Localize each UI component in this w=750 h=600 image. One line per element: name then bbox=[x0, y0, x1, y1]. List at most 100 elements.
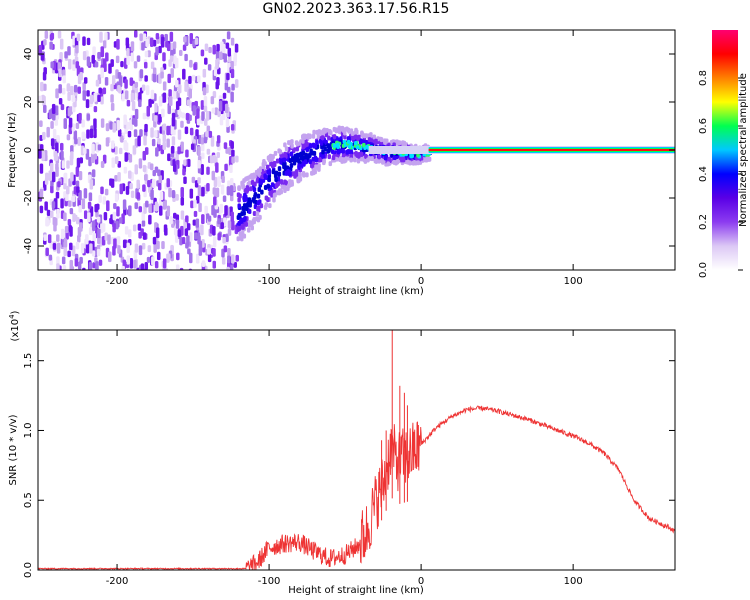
spectrogram-noise-cell bbox=[230, 60, 234, 71]
spectrogram-trace-cell bbox=[377, 154, 381, 160]
spectrogram-y-tick-label: -20 bbox=[23, 190, 34, 206]
spectrogram-noise-cell bbox=[231, 220, 235, 231]
spectrogram-noise-cell bbox=[127, 229, 132, 238]
spectrogram-trace-cell bbox=[367, 137, 372, 143]
spectrogram-noise-cell bbox=[104, 232, 108, 241]
spectrogram-noise-cell bbox=[171, 189, 176, 199]
spectrogram-noise-cell bbox=[110, 102, 115, 111]
spectrogram-noise-cell bbox=[69, 154, 74, 166]
snr-y-multiplier: (x104) bbox=[8, 310, 21, 341]
spectrogram-noise-cell bbox=[144, 123, 148, 133]
snr-series bbox=[38, 330, 675, 570]
spectrogram-noise-cell bbox=[94, 61, 99, 68]
spectrogram-noise-cell bbox=[130, 52, 135, 62]
spectrogram-noise-cell bbox=[91, 250, 96, 257]
spectrogram-noise-cell bbox=[212, 154, 217, 164]
spectrogram-noise-cell bbox=[60, 142, 64, 151]
spectrogram-trace-cell bbox=[411, 160, 416, 166]
spectrogram-noise-cell bbox=[154, 102, 158, 113]
colorbar-tick-label: 0.4 bbox=[698, 166, 709, 182]
spectrogram-noise-cell bbox=[50, 61, 54, 69]
spectrogram-noise-cell bbox=[195, 253, 200, 264]
spectrogram-noise-cell bbox=[227, 248, 231, 258]
spectrogram-noise-cell bbox=[51, 103, 56, 115]
spectrogram-noise-cell bbox=[151, 256, 155, 266]
spectrogram-trace-cell bbox=[362, 133, 367, 139]
spectrogram-trace-cell bbox=[302, 172, 306, 178]
spectrogram-noise-cell bbox=[140, 263, 145, 270]
spectrogram-noise-cell bbox=[205, 130, 209, 138]
spectrogram-noise-cell bbox=[91, 220, 96, 231]
spectrogram-trace-cell bbox=[241, 180, 245, 186]
spectrogram-noise-cell bbox=[183, 36, 187, 43]
spectrogram-noise-cell bbox=[198, 247, 203, 256]
spectrogram-noise-region bbox=[38, 30, 239, 270]
spectrogram-trace-cell bbox=[266, 183, 271, 189]
spectrogram-noise-cell bbox=[169, 55, 174, 62]
spectrogram-noise-cell bbox=[86, 129, 90, 139]
spectrogram-noise-cell bbox=[208, 46, 212, 54]
spectrogram-noise-cell bbox=[155, 227, 160, 239]
spectrogram-noise-cell bbox=[188, 88, 193, 99]
spectrogram-trace-cell bbox=[253, 192, 258, 198]
snr-y-tick-label: 1.5 bbox=[23, 353, 34, 369]
spectrogram-y-tick-label: 20 bbox=[23, 96, 34, 109]
spectrogram-trace-cell bbox=[297, 158, 301, 164]
spectrogram-noise-cell bbox=[166, 138, 170, 148]
spectrogram-noise-cell bbox=[87, 212, 91, 223]
spectrogram-trace-cell bbox=[259, 203, 264, 209]
spectrogram-noise-cell bbox=[171, 116, 176, 127]
spectrogram-trace-cell bbox=[309, 143, 313, 149]
spectrogram-trace-cell bbox=[258, 179, 263, 185]
spectrogram-trace-cell bbox=[401, 156, 405, 162]
spectrogram-noise-cell bbox=[202, 68, 207, 78]
spectrogram-trace-cell bbox=[251, 197, 256, 203]
spectrogram-noise-cell bbox=[190, 143, 195, 151]
spectrogram-trace-cell bbox=[237, 197, 241, 203]
spectrogram-noise-cell bbox=[77, 136, 81, 146]
snr-y-multiplier-base: (x10 bbox=[10, 319, 21, 342]
spectrogram-noise-cell bbox=[49, 41, 53, 50]
spectrogram-trace-cell bbox=[328, 161, 333, 167]
spectrogram-noise-cell bbox=[136, 179, 140, 189]
spectrogram-noise-cell bbox=[162, 258, 167, 269]
spectrogram-noise-cell bbox=[67, 107, 72, 117]
spectrogram-trace-cell bbox=[322, 158, 326, 164]
spectrogram-noise-cell bbox=[231, 156, 235, 164]
spectrogram-trace-cell bbox=[336, 149, 341, 155]
spectrogram-noise-cell bbox=[77, 261, 82, 270]
spectrogram-noise-cell bbox=[152, 39, 157, 47]
spectrogram-noise-cell bbox=[64, 51, 68, 59]
spectrogram-trace-cell bbox=[295, 146, 299, 152]
spectrogram-trace-cell bbox=[256, 205, 261, 211]
spectrogram-noise-cell bbox=[67, 91, 71, 101]
spectrogram-noise-cell bbox=[67, 58, 72, 70]
spectrogram-noise-cell bbox=[113, 203, 117, 210]
spectrogram-noise-cell bbox=[184, 126, 189, 135]
spectrogram-trace-cell bbox=[311, 133, 316, 139]
spectrogram-noise-cell bbox=[193, 210, 198, 218]
spectrogram-trace-cell bbox=[359, 151, 364, 157]
spectrogram-noise-cell bbox=[50, 210, 54, 218]
spectrogram-noise-cell bbox=[182, 168, 186, 176]
spectrogram-noise-cell bbox=[193, 63, 197, 71]
spectrogram-trace-core bbox=[346, 139, 351, 144]
spectrogram-trace-cell bbox=[316, 133, 321, 139]
spectrogram-noise-cell bbox=[229, 185, 234, 196]
spectrogram-trace-cell bbox=[290, 143, 294, 149]
spectrogram-noise-cell bbox=[206, 247, 211, 255]
spectrogram-noise-cell bbox=[155, 46, 159, 56]
spectrogram-noise-cell bbox=[139, 129, 143, 137]
spectrogram-noise-cell bbox=[43, 104, 47, 114]
spectrogram-noise-cell bbox=[180, 210, 185, 220]
spectrogram-noise-cell bbox=[122, 199, 127, 210]
spectrogram-noise-cell bbox=[108, 251, 112, 263]
spectrogram-noise-cell bbox=[235, 155, 239, 163]
spectrogram-noise-cell bbox=[52, 129, 57, 139]
spectrogram-noise-cell bbox=[57, 30, 62, 39]
spectrogram-noise-cell bbox=[126, 48, 130, 57]
spectrogram-noise-cell bbox=[230, 211, 234, 222]
spectrogram-noise-cell bbox=[142, 232, 147, 240]
snr-panel: -200 -100 0 100 0.0 0.5 1.0 1.5 Height of stra… bbox=[8, 310, 676, 596]
spectrogram-noise-cell bbox=[92, 46, 96, 57]
